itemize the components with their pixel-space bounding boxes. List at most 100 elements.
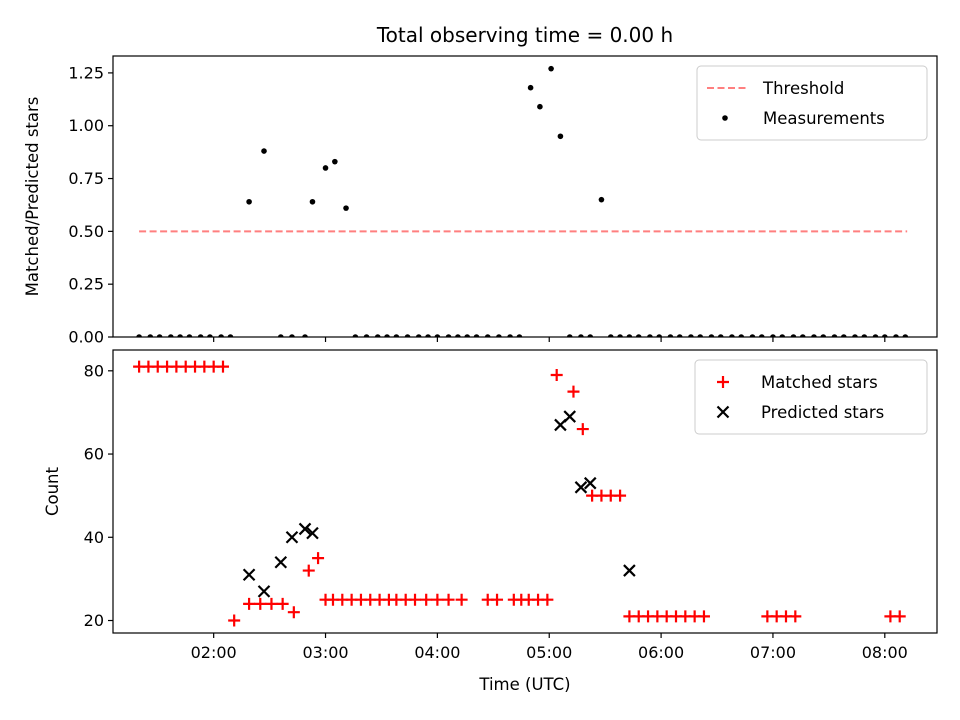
matched-star-point	[265, 597, 278, 610]
measurement-point	[617, 334, 623, 337]
ratio-panel: 0.00 0.25 0.50 0.75 1.00 1.25 Matched/Predicte…	[23, 55, 938, 347]
legend-label: Threshold	[762, 79, 844, 98]
predicted-star-point	[306, 526, 319, 540]
x-tick-label: 07:00	[750, 643, 796, 662]
legend-label: Matched stars	[761, 373, 878, 392]
legend-box	[696, 65, 928, 141]
measurement-point	[261, 148, 267, 154]
measurement-point	[635, 334, 642, 337]
measurement-point	[455, 334, 461, 337]
x-tick-label: 06:00	[638, 643, 684, 662]
y-tick-label: 0.75	[68, 169, 104, 188]
x-tick-label: 02:00	[191, 643, 237, 662]
plot-area	[136, 65, 909, 337]
measurement-point	[749, 334, 756, 337]
x-tick-label: 03:00	[302, 643, 348, 662]
legend-matched-swatch	[717, 376, 729, 388]
matched-star-point	[302, 564, 315, 577]
measurement-point	[770, 334, 776, 337]
series-matched-stars	[133, 360, 906, 627]
count-panel: 20 40 60 80 02:00 03:00 04:00 05:00 06:00 07:00 08…	[43, 349, 938, 694]
measurement-point	[566, 334, 573, 337]
measurement-point	[404, 334, 411, 337]
y-tick-label: 1.00	[68, 116, 104, 135]
measurement-point	[717, 334, 724, 337]
y-tick-label: 0.00	[68, 328, 104, 347]
y-tick-label: 0.50	[68, 222, 104, 241]
legend-label: Measurements	[763, 109, 885, 128]
matched-star-point	[442, 593, 455, 606]
measurement-point	[607, 334, 614, 337]
measurement-point	[473, 334, 480, 337]
predicted-star-point	[285, 531, 299, 544]
matched-star-point	[567, 385, 580, 398]
predicted-star-point	[563, 410, 577, 423]
measurement-point	[729, 334, 735, 337]
predicted-star-point	[257, 585, 271, 598]
measurement-point	[902, 334, 909, 337]
measurement-point	[840, 334, 847, 337]
measurement-point	[598, 196, 605, 203]
matched-star-point	[455, 593, 468, 606]
matched-star-point	[243, 597, 256, 610]
measurement-point	[277, 334, 284, 337]
matched-star-point	[276, 597, 289, 610]
legend-label: Predicted stars	[761, 403, 884, 422]
x-tick-label: 08:00	[862, 643, 908, 662]
measurement-point	[445, 334, 452, 337]
matched-star-point	[550, 368, 563, 381]
matched-star-point	[789, 610, 802, 623]
y-tick-label: 1.25	[68, 63, 104, 82]
measurement-point	[587, 334, 594, 337]
series-measurements	[136, 65, 909, 337]
measurement-point	[186, 334, 193, 337]
matched-star-point	[312, 552, 325, 565]
measurement-point	[434, 334, 441, 337]
y-axis-label: Count	[43, 466, 62, 516]
measurement-point	[697, 334, 704, 337]
measurement-point	[676, 334, 683, 337]
measurement-point	[147, 334, 154, 337]
measurement-point	[496, 334, 502, 337]
measurement-point	[799, 334, 806, 337]
measurement-point	[820, 334, 827, 337]
legend-box	[694, 359, 928, 435]
x-tick-label: 04:00	[414, 643, 460, 662]
matched-star-point	[697, 610, 710, 623]
measurement-point	[374, 334, 381, 337]
matched-star-point	[228, 614, 241, 627]
predicted-star-point	[623, 564, 636, 577]
matched-star-point	[541, 593, 554, 606]
measurement-point	[177, 334, 183, 337]
predicted-star-point	[574, 481, 588, 494]
matched-star-point	[287, 606, 300, 619]
measurement-point	[332, 158, 338, 165]
measurement-point	[289, 334, 295, 337]
measurement-point	[708, 334, 715, 337]
measurement-point	[790, 334, 797, 337]
measurement-point	[758, 334, 765, 337]
y-tick-label: 40	[84, 528, 104, 547]
measurement-point	[352, 334, 359, 337]
measurement-point	[656, 334, 663, 337]
predicted-star-point	[242, 568, 256, 582]
matched-star-point	[409, 593, 422, 606]
legend-predicted-swatch	[716, 405, 730, 419]
measurement-point	[136, 334, 142, 337]
measurement-point	[578, 334, 584, 337]
measurement-point	[893, 334, 899, 337]
measurement-point	[852, 334, 858, 337]
series-predicted-stars	[242, 410, 636, 598]
measurement-point	[882, 334, 888, 337]
y-tick-label: 20	[84, 611, 104, 630]
measurement-point	[811, 334, 817, 337]
measurement-point	[197, 334, 204, 337]
figure-title: Total observing time = 0.00 h	[376, 23, 673, 47]
measurement-point	[861, 334, 868, 337]
matched-star-point	[420, 593, 433, 606]
legend-measurement-swatch	[722, 115, 728, 121]
matched-star-point	[576, 423, 589, 436]
matched-star-point	[491, 593, 504, 606]
axes-frame	[112, 349, 938, 634]
